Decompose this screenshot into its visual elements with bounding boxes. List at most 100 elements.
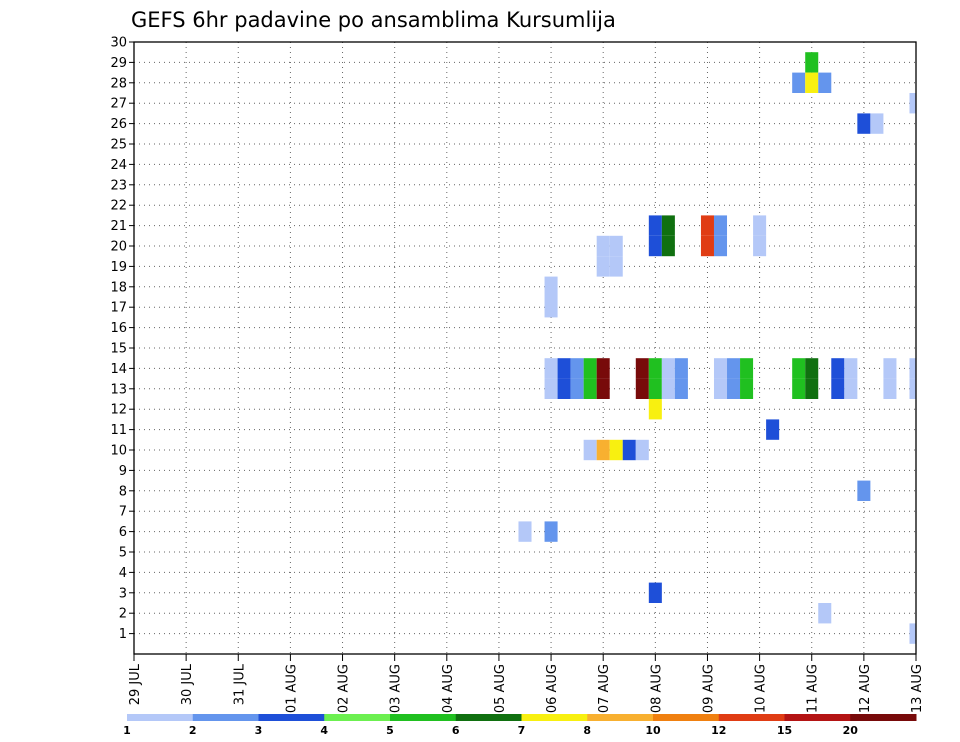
data-cell — [583, 378, 597, 399]
data-cell — [805, 358, 819, 379]
data-cell — [635, 378, 649, 399]
data-cell — [518, 521, 532, 542]
x-axis-ticks: 29 JUL 30 JUL 31 JUL 01 AUG 02 AUG 03 AUG 04 A… — [128, 654, 925, 713]
data-cell — [661, 235, 675, 257]
data-cell — [909, 623, 916, 644]
y-tick-label: 9 — [119, 464, 127, 479]
data-cell — [753, 215, 767, 236]
data-cell — [648, 358, 662, 379]
legend-label: 2 — [189, 724, 197, 737]
data-cell — [583, 358, 597, 379]
data-cell — [648, 582, 662, 603]
data-cell — [909, 93, 916, 114]
data-cell — [909, 358, 916, 379]
y-tick-label: 21 — [110, 219, 127, 234]
legend-swatch — [258, 714, 325, 721]
data-cell — [570, 358, 584, 379]
grid-lines — [134, 41, 916, 654]
data-cell — [648, 235, 662, 257]
x-tick-label: 30 JUL — [180, 663, 195, 705]
data-cell — [713, 358, 728, 379]
legend-label: 5 — [386, 724, 394, 737]
data-cell — [844, 358, 858, 379]
y-tick-label: 7 — [119, 505, 127, 520]
data-cell — [818, 72, 832, 93]
y-tick-label: 14 — [110, 362, 127, 377]
data-cell — [909, 378, 916, 399]
y-tick-label: 30 — [110, 36, 127, 51]
data-cell — [674, 378, 688, 399]
y-tick-label: 6 — [119, 525, 127, 540]
legend-label: 4 — [320, 724, 328, 737]
data-cell — [544, 276, 558, 297]
legend-label: 3 — [255, 724, 263, 737]
y-tick-label: 20 — [110, 240, 127, 255]
data-cell — [544, 358, 558, 379]
data-cell — [609, 235, 623, 257]
legend-label: 12 — [711, 724, 726, 737]
y-tick-label: 13 — [110, 382, 127, 397]
y-tick-label: 4 — [119, 566, 127, 581]
x-tick-label: 07 AUG — [597, 664, 612, 713]
data-cell — [831, 358, 845, 379]
data-cell — [792, 72, 806, 93]
data-cell — [818, 603, 832, 624]
data-cell — [727, 378, 741, 399]
legend-swatch — [718, 714, 785, 721]
x-tick-label: 02 AUG — [337, 664, 352, 713]
y-tick-label: 27 — [110, 97, 127, 112]
data-cell — [544, 378, 558, 399]
data-cell — [870, 113, 884, 134]
data-cell — [805, 72, 819, 93]
y-tick-label: 28 — [110, 76, 127, 91]
data-cell — [857, 480, 871, 501]
data-cell — [740, 378, 754, 399]
y-tick-label: 15 — [110, 342, 127, 357]
y-tick-label: 3 — [119, 586, 127, 601]
data-cell — [648, 215, 662, 236]
data-cells — [518, 52, 916, 644]
x-tick-label: 04 AUG — [441, 664, 456, 713]
data-cell — [805, 52, 819, 73]
legend-label: 1 — [123, 724, 131, 737]
data-cell — [700, 235, 714, 257]
y-tick-label: 24 — [110, 158, 127, 173]
x-tick-label: 08 AUG — [649, 664, 664, 713]
legend-swatch — [192, 714, 259, 721]
legend-label: 7 — [518, 724, 526, 737]
y-tick-label: 19 — [110, 260, 127, 275]
x-tick-label: 01 AUG — [284, 664, 299, 713]
data-cell — [700, 215, 714, 236]
data-cell — [792, 378, 806, 399]
data-cell — [792, 358, 806, 379]
data-cell — [661, 378, 675, 399]
data-cell — [805, 378, 819, 399]
x-tick-label: 03 AUG — [389, 664, 404, 713]
data-cell — [648, 378, 662, 399]
data-cell — [635, 358, 649, 379]
y-tick-label: 11 — [110, 423, 127, 438]
data-cell — [609, 256, 623, 277]
y-tick-label: 10 — [110, 444, 127, 459]
data-cell — [831, 378, 845, 399]
data-cell — [661, 358, 675, 379]
y-tick-label: 1 — [119, 627, 127, 642]
legend-label: 20 — [843, 724, 859, 737]
data-cell — [635, 439, 649, 461]
legend-swatch — [324, 714, 391, 721]
color-legend: 1 2 3 4 5 6 7 8 10 12 15 20 — [123, 714, 917, 737]
legend-label: 8 — [583, 724, 591, 737]
legend-label: 6 — [452, 724, 460, 737]
legend-swatch — [127, 714, 194, 721]
y-tick-label: 29 — [110, 56, 127, 71]
y-tick-label: 17 — [110, 301, 127, 316]
data-cell — [713, 378, 728, 399]
y-tick-label: 12 — [110, 403, 127, 418]
data-cell — [740, 358, 754, 379]
x-tick-label: 06 AUG — [545, 664, 560, 713]
x-tick-label: 29 JUL — [128, 663, 143, 705]
data-cell — [583, 439, 597, 461]
data-cell — [622, 439, 636, 461]
data-cell — [596, 235, 610, 257]
